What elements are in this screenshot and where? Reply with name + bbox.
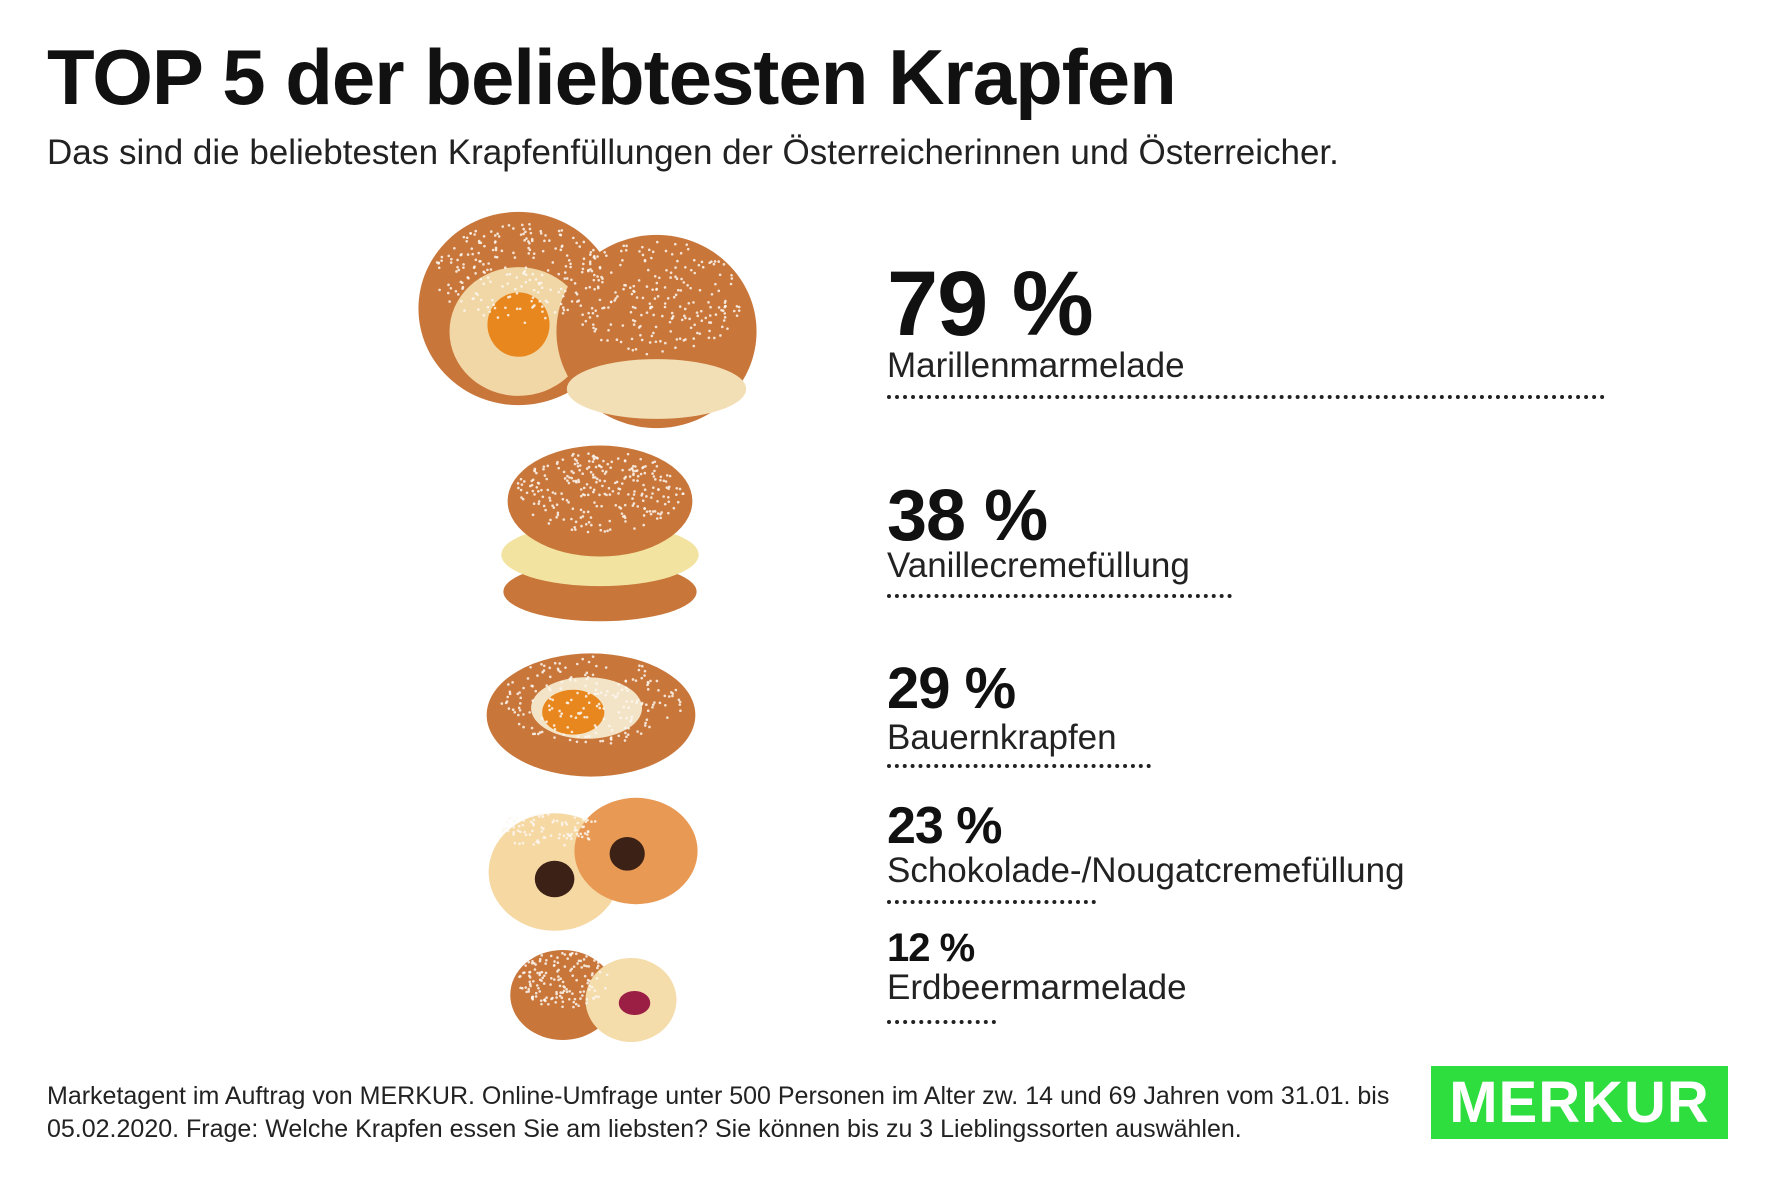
value-label-2: 38 % (887, 480, 1047, 552)
category-label-3: Bauernkrapfen (887, 720, 1117, 757)
category-label-5: Erdbeermarmelade (887, 970, 1187, 1007)
page-title: TOP 5 der beliebtesten Krapfen (47, 38, 1176, 116)
merkur-logo: MERKUR (1431, 1066, 1728, 1139)
category-label-4: Schokolade-/Nougatcremefüllung (887, 853, 1405, 890)
value-bar-1 (887, 395, 1605, 399)
value-label-5: 12 % (887, 928, 974, 968)
value-bar-2 (887, 594, 1232, 598)
page-subtitle: Das sind die beliebtesten Krapfenfüllung… (47, 134, 1339, 173)
krapfen-image-3 (480, 645, 702, 790)
value-label-3: 29 % (887, 660, 1015, 718)
value-bar-4 (887, 900, 1096, 904)
krapfen-image-5 (505, 945, 680, 1050)
category-label-1: Marillenmarmelade (887, 348, 1185, 385)
value-label-1: 79 % (887, 258, 1093, 350)
source-note: Marketagent im Auftrag von MERKUR. Onlin… (47, 1080, 1427, 1145)
value-bar-3 (887, 764, 1151, 768)
value-bar-5 (887, 1020, 996, 1024)
value-label-4: 23 % (887, 800, 1002, 852)
krapfen-image-1 (415, 205, 760, 440)
krapfen-image-2 (495, 440, 705, 630)
krapfen-image-4 (482, 795, 702, 940)
category-label-2: Vanillecremefüllung (887, 548, 1190, 585)
